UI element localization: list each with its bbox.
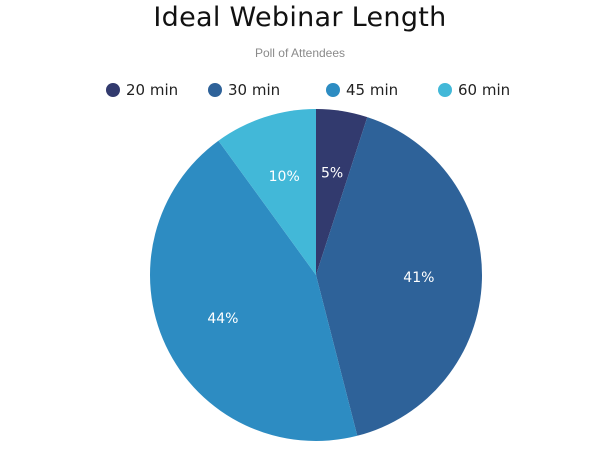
pie-slice-20-min[interactable] (316, 109, 368, 275)
legend-label-20-min: 20 min (126, 81, 179, 99)
slice-label-20-min: 5% (321, 165, 343, 181)
pie-slice-60-min[interactable] (218, 109, 316, 275)
pie-slice-30-min[interactable] (316, 117, 482, 436)
chart-title: Ideal Webinar Length (153, 2, 447, 33)
slice-label-45-min: 44% (207, 311, 238, 327)
legend-label-30-min: 30 min (228, 81, 281, 99)
legend-marker-20-min (106, 83, 120, 97)
legend-item-60-min[interactable]: 60 min (438, 79, 510, 101)
legend-marker-45-min (326, 83, 340, 97)
legend-item-20-min[interactable]: 20 min (106, 79, 178, 101)
legend-item-45-min[interactable]: 45 min (326, 79, 398, 101)
legend-marker-30-min (208, 83, 222, 97)
chart-legend: 20 min 30 min 45 min 60 min (0, 79, 600, 101)
slice-label-60-min: 10% (269, 169, 300, 185)
chart-subtitle: Poll of Attendees (254, 46, 346, 60)
legend-label-45-min: 45 min (346, 81, 399, 99)
slice-label-30-min: 41% (403, 270, 434, 286)
legend-label-60-min: 60 min (458, 81, 511, 99)
pie-slice-45-min[interactable] (149, 140, 358, 441)
legend-marker-60-min (438, 83, 452, 97)
legend-item-30-min[interactable]: 30 min (208, 79, 280, 101)
